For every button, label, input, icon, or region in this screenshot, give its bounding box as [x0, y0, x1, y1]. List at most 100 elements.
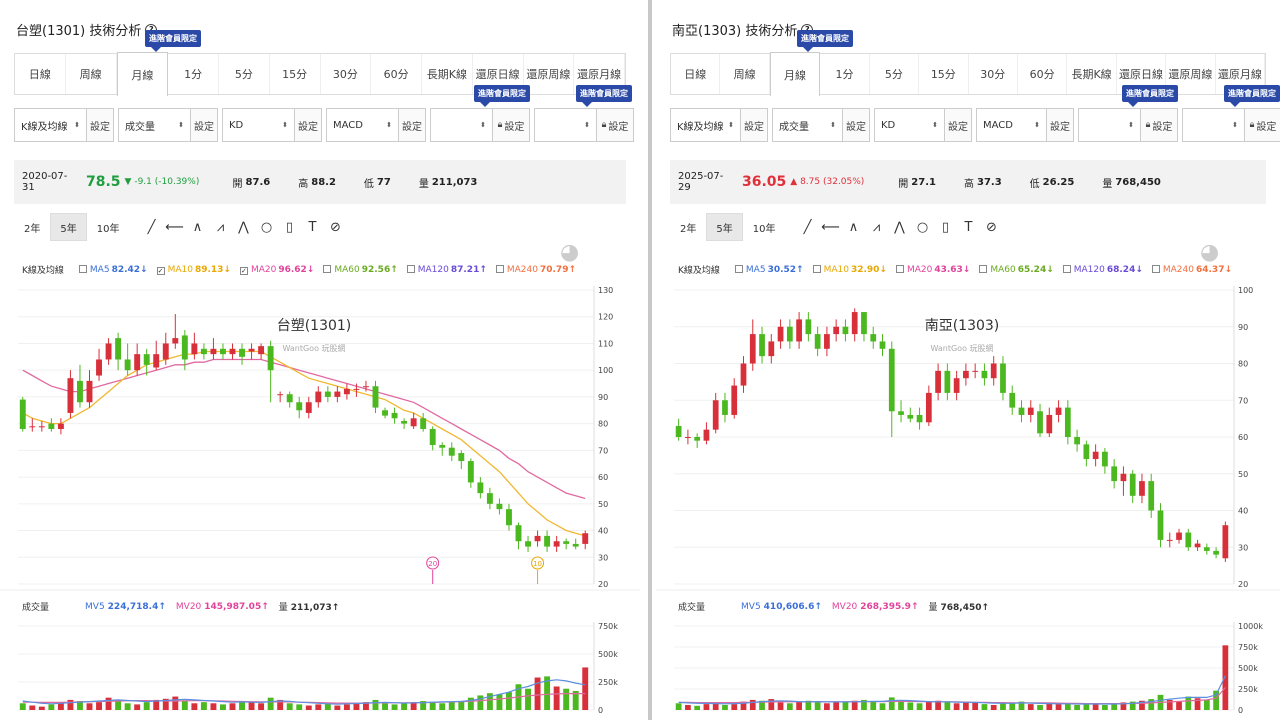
indicator-set-button[interactable]: 設定 — [295, 109, 321, 141]
range-button-2[interactable]: 10年 — [742, 213, 786, 241]
range-button-1[interactable]: 5年 — [50, 213, 87, 241]
candle-body — [1055, 407, 1062, 415]
tab-5[interactable]: 15分 — [270, 54, 321, 94]
indicator-set-button[interactable]: 設定 — [945, 109, 971, 141]
volume-bar — [768, 699, 775, 710]
trendline-icon[interactable]: ╱ — [803, 219, 812, 235]
indicator-set-button[interactable]: 🔒︎ 設定 — [1245, 109, 1280, 141]
fibonacci-icon[interactable]: ⩘ — [216, 219, 225, 235]
tab-0[interactable]: 日線 — [671, 54, 721, 94]
tab-6[interactable]: 30分 — [321, 54, 372, 94]
tab-4[interactable]: 5分 — [219, 54, 270, 94]
tab-2[interactable]: 月線 — [116, 52, 169, 96]
indicator-set-button[interactable]: 設定 — [399, 109, 425, 141]
rectangle-icon[interactable]: ▯ — [941, 219, 950, 235]
ma-toggle-ma5[interactable]: MA5 30.52↑ — [734, 264, 804, 275]
ma-toggle-ma60[interactable]: MA60 92.56↑ — [323, 264, 398, 275]
indicator-set-button[interactable]: 設定 — [87, 109, 113, 141]
tab-1[interactable]: 周線 — [720, 54, 770, 94]
indicator-select-3[interactable]: MACD ⬍ — [977, 109, 1047, 141]
horizontal-line-icon[interactable]: ⟵ — [165, 219, 184, 235]
indicator-set-button[interactable]: 🔒︎ 設定 — [1141, 109, 1177, 141]
ma-toggle-ma240[interactable]: MA240 64.37↓ — [1151, 264, 1232, 275]
indicator-set-button[interactable]: 🔒︎ 設定 — [597, 109, 633, 141]
indicator-select-2[interactable]: KD ⬍ — [223, 109, 295, 141]
horizontal-line-icon[interactable]: ⟵ — [821, 219, 840, 235]
volume-bar — [722, 704, 728, 710]
indicator-set-button[interactable]: 設定 — [1047, 109, 1073, 141]
indicator-group-3: MACD ⬍ 設定 — [326, 108, 426, 142]
tab-7[interactable]: 60分 — [371, 54, 422, 94]
range-button-2[interactable]: 10年 — [86, 213, 130, 241]
tab-2[interactable]: 月線 — [769, 52, 821, 96]
indicator-select-1[interactable]: 成交量 ⬍ — [773, 109, 843, 141]
indicator-set-button[interactable]: 設定 — [741, 109, 767, 141]
range-button-0[interactable]: 2年 — [14, 213, 51, 241]
hide-drawings-icon[interactable]: ⊘ — [330, 219, 341, 235]
hide-drawings-icon[interactable]: ⊘ — [986, 219, 997, 235]
indicator-select-4[interactable]: ⬍ — [1079, 109, 1141, 141]
tab-7[interactable]: 60分 — [1018, 54, 1068, 94]
ma-toggle-ma120[interactable]: MA120 68.24↓ — [1062, 264, 1143, 275]
volume-bar — [1139, 700, 1145, 710]
range-button-0[interactable]: 2年 — [670, 213, 707, 241]
tab-11[interactable]: 還原月線 — [574, 54, 625, 94]
rectangle-icon[interactable]: ▯ — [285, 219, 294, 235]
tab-6[interactable]: 30分 — [969, 54, 1018, 94]
indicator-select-3[interactable]: MACD ⬍ — [327, 109, 399, 141]
tab-3[interactable]: 1分 — [820, 54, 870, 94]
text-icon[interactable]: T — [964, 219, 973, 235]
quote-vol-label: 量 — [1102, 178, 1113, 190]
ma-toggle-ma60[interactable]: MA60 65.24↓ — [979, 264, 1054, 275]
ma-toggle-ma5[interactable]: MA5 82.42↓ — [78, 264, 148, 275]
select-arrow-icon: ⬍ — [1232, 121, 1238, 129]
ma-toggle-ma20[interactable]: ✓ MA20 96.62↓ — [239, 265, 314, 275]
ma-toggle-ma10[interactable]: ✓ MA10 89.13↓ — [156, 265, 231, 275]
indicator-select-5[interactable]: ⬍ — [1183, 109, 1245, 141]
indicator-select-0[interactable]: K線及均線 ⬍ — [671, 109, 741, 141]
fibonacci-icon[interactable]: ⩘ — [872, 219, 881, 235]
circle-icon[interactable]: ○ — [260, 219, 273, 235]
indicator-group-0: K線及均線 ⬍ 設定 — [14, 108, 114, 142]
candle-body — [191, 343, 198, 355]
indicator-set-button[interactable]: 設定 — [843, 109, 869, 141]
indicator-select-2[interactable]: KD ⬍ — [875, 109, 945, 141]
indicator-select-1[interactable]: 成交量 ⬍ — [119, 109, 191, 141]
select-arrow-icon: ⬍ — [1034, 121, 1040, 129]
tab-9[interactable]: 還原日線 — [473, 54, 524, 94]
ma-toggle-ma20[interactable]: MA20 43.63↓ — [895, 264, 970, 275]
tab-4[interactable]: 5分 — [870, 54, 920, 94]
range-button-1[interactable]: 5年 — [706, 213, 743, 241]
tab-5[interactable]: 15分 — [919, 54, 969, 94]
indicator-select-0[interactable]: K線及均線 ⬍ — [15, 109, 87, 141]
ma-toggle-ma120[interactable]: MA120 87.21↑ — [406, 264, 487, 275]
tab-1[interactable]: 周線 — [66, 54, 117, 94]
indicator-select-5[interactable]: ⬍ — [535, 109, 597, 141]
wave-icon[interactable]: ⋀ — [894, 219, 905, 235]
candle-body — [888, 348, 895, 412]
indicator-set-button[interactable]: 設定 — [191, 109, 217, 141]
wave-icon[interactable]: ⋀ — [238, 219, 249, 235]
text-icon[interactable]: T — [308, 219, 317, 235]
wantgoo-logo: ◕ — [560, 240, 579, 265]
circle-icon[interactable]: ○ — [916, 219, 929, 235]
tab-8[interactable]: 長期K線 — [422, 54, 473, 94]
tab-10[interactable]: 還原周線 — [524, 54, 575, 94]
candle-body — [740, 363, 747, 386]
tab-9[interactable]: 還原日線 — [1117, 54, 1167, 94]
tab-3[interactable]: 1分 — [168, 54, 219, 94]
tab-10[interactable]: 還原周線 — [1166, 54, 1216, 94]
tab-8[interactable]: 長期K線 — [1067, 54, 1117, 94]
angle-icon[interactable]: ∧ — [192, 219, 203, 235]
tab-11[interactable]: 還原月線 — [1216, 54, 1266, 94]
quote-change: ▼ -9.1 (-10.39%) — [124, 177, 200, 187]
member-badge: 進階會員限定 — [576, 85, 632, 107]
indicator-set-button[interactable]: 🔒︎ 設定 — [493, 109, 529, 141]
angle-icon[interactable]: ∧ — [848, 219, 859, 235]
y-tick-label: 30 — [1238, 543, 1248, 552]
trendline-icon[interactable]: ╱ — [147, 219, 156, 235]
ma-toggle-ma240[interactable]: MA240 70.79↑ — [495, 264, 576, 275]
ma-toggle-ma10[interactable]: MA10 32.90↓ — [812, 264, 887, 275]
indicator-select-4[interactable]: ⬍ — [431, 109, 493, 141]
tab-0[interactable]: 日線 — [15, 54, 66, 94]
